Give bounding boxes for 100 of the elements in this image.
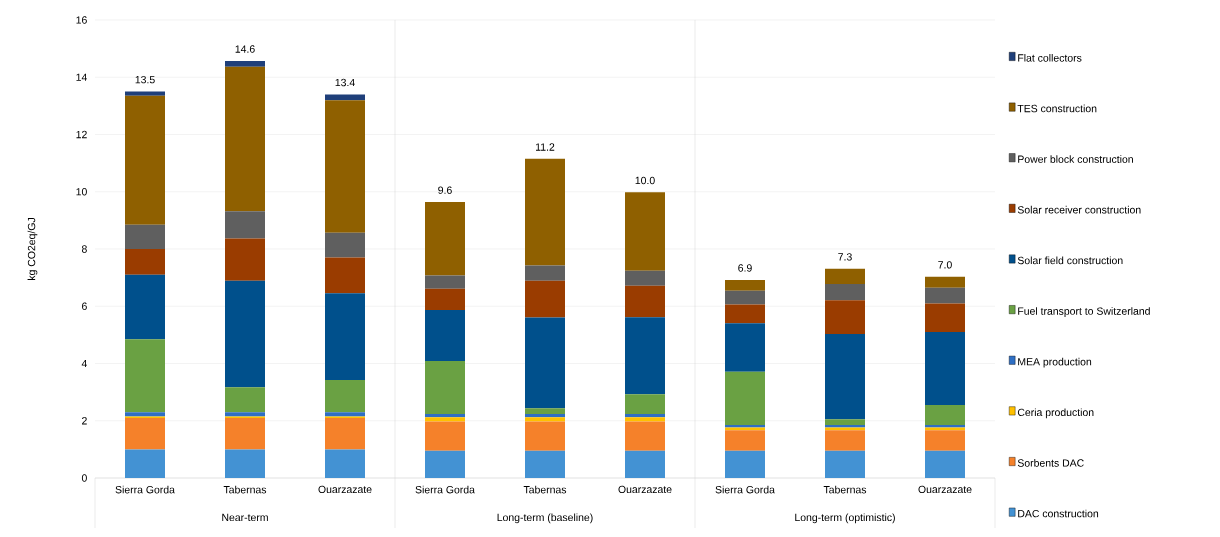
bar xyxy=(125,249,165,275)
bar xyxy=(425,309,465,361)
legend-label: Power block construction xyxy=(1018,155,1133,163)
bar xyxy=(125,274,165,340)
bar xyxy=(225,417,265,450)
bar xyxy=(625,417,665,422)
bar xyxy=(325,257,365,294)
x-tick-label: Tabernas xyxy=(523,485,567,494)
x-tick-label: Ouarzazate xyxy=(618,485,672,494)
text: Long-term (baseline) xyxy=(497,513,593,524)
bar xyxy=(825,300,865,335)
bar xyxy=(125,449,165,478)
y-tick-label: 14 xyxy=(76,73,87,81)
total-label: 11.2 xyxy=(536,143,555,151)
total-label: 6.9 xyxy=(738,264,752,272)
bar xyxy=(825,283,865,301)
legend-label: Solar field construction xyxy=(1017,256,1123,265)
bar xyxy=(925,405,965,426)
legend-label: MEA production xyxy=(1018,357,1092,368)
bar xyxy=(825,450,865,478)
x-tick-label: Ouarzazate xyxy=(318,485,372,494)
total-label: 13.4 xyxy=(335,78,355,87)
legend-label: DAC construction xyxy=(1018,509,1099,518)
bar xyxy=(225,238,265,281)
bar xyxy=(725,430,765,451)
total-label: 7.0 xyxy=(938,261,952,269)
bar xyxy=(425,275,465,289)
bar xyxy=(925,303,965,333)
bar xyxy=(825,268,865,284)
total-label: 14.6 xyxy=(235,45,255,53)
x-tick-label: Ouarzazate xyxy=(918,485,972,494)
y-tick-label: 2 xyxy=(82,417,87,425)
bar xyxy=(325,232,365,258)
bar xyxy=(425,288,465,310)
bar xyxy=(125,412,165,417)
bar xyxy=(625,192,665,271)
y-tick-label: 0 xyxy=(81,474,87,482)
total-label: 13.5 xyxy=(135,75,155,84)
bar xyxy=(225,412,265,417)
bar xyxy=(225,211,265,239)
bar xyxy=(725,323,765,372)
bar xyxy=(825,334,865,420)
bar xyxy=(725,371,765,426)
bar xyxy=(725,290,765,305)
bar xyxy=(325,380,365,413)
bar xyxy=(625,270,665,286)
bar xyxy=(625,285,665,318)
legend-label: Ceria production xyxy=(1017,408,1094,419)
bar xyxy=(425,202,465,276)
x-tick-label: Tabernas xyxy=(823,485,867,494)
bar xyxy=(425,421,465,451)
bar xyxy=(525,265,565,281)
legend-label: Flat collectors xyxy=(1018,53,1082,62)
bar xyxy=(725,304,765,324)
x-tick-label: Sierra Gorda xyxy=(115,485,175,494)
bar xyxy=(825,430,865,451)
bar xyxy=(225,387,265,413)
legend-label: Fuel transport to Switzerland xyxy=(1018,307,1150,317)
y-tick-label: 4 xyxy=(81,359,87,368)
y-axis-title: kg CO2eq/GJ xyxy=(27,218,38,280)
bar xyxy=(525,417,565,422)
bar xyxy=(725,450,765,478)
bar xyxy=(125,339,165,413)
bar xyxy=(925,430,965,451)
bar xyxy=(125,91,165,96)
legend-label: Sorbents DAC xyxy=(1017,459,1084,467)
bar xyxy=(325,412,365,417)
bar xyxy=(525,317,565,409)
total-label: 7.3 xyxy=(838,253,852,261)
bar xyxy=(925,276,965,288)
bar xyxy=(325,100,365,233)
bar xyxy=(525,158,565,266)
legend-label: TES construction xyxy=(1017,104,1097,113)
y-tick-label: 10 xyxy=(76,188,87,196)
text: Long-term (optimistic) xyxy=(795,513,895,524)
x-tick-label: Sierra Gorda xyxy=(415,485,475,494)
bar xyxy=(425,417,465,422)
bar xyxy=(525,450,565,478)
bar xyxy=(425,360,465,414)
text: Near-term xyxy=(222,513,268,522)
x-tick-label: Tabernas xyxy=(223,485,267,494)
bar xyxy=(125,224,165,249)
total-label: 9.6 xyxy=(438,186,452,194)
bar xyxy=(625,450,665,478)
y-tick-label: 16 xyxy=(76,16,87,24)
bar xyxy=(725,279,765,291)
legend-label: Solar receiver construction xyxy=(1017,205,1141,214)
bar xyxy=(325,417,365,450)
bar xyxy=(625,394,665,414)
y-tick-label: 12 xyxy=(76,130,87,139)
bar xyxy=(325,94,365,101)
bar xyxy=(125,417,165,450)
bar xyxy=(525,280,565,318)
bar xyxy=(225,66,265,212)
bar xyxy=(825,419,865,426)
bar xyxy=(625,317,665,395)
bar xyxy=(425,450,465,478)
bar xyxy=(925,287,965,304)
bar xyxy=(925,332,965,405)
y-tick-label: 6 xyxy=(82,302,87,310)
